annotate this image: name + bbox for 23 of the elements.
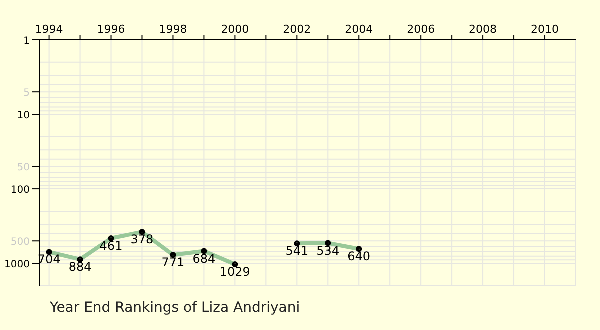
data-label: 640	[348, 250, 371, 264]
data-label: 378	[130, 232, 154, 247]
data-label: 534	[316, 244, 340, 258]
y-tick-label: 1000	[4, 260, 30, 271]
x-tick-label: 2004	[345, 23, 374, 36]
data-label: 771	[162, 256, 185, 270]
data-label: 541	[286, 244, 309, 258]
x-tick-label: 2002	[283, 23, 312, 36]
x-tick-label: 2006	[407, 23, 436, 36]
y-tick-label: 1	[24, 36, 30, 47]
data-label: 684	[192, 252, 216, 266]
data-label: 1029	[220, 265, 250, 280]
data-label: 461	[100, 239, 123, 254]
x-tick-label: 2000	[221, 23, 250, 36]
data-label: 884	[68, 260, 92, 274]
text: Year End Rankings of Liza Andriyani	[50, 300, 300, 316]
x-tick-label: 1998	[159, 23, 188, 36]
x-tick-label: 1996	[97, 23, 126, 36]
y-tick-label: 10	[17, 110, 30, 122]
y-tick-label: 100	[10, 185, 30, 196]
x-tick-label: 2010	[531, 23, 560, 36]
x-tick-label: 1994	[35, 23, 64, 36]
x-tick-label: 2008	[469, 23, 498, 36]
